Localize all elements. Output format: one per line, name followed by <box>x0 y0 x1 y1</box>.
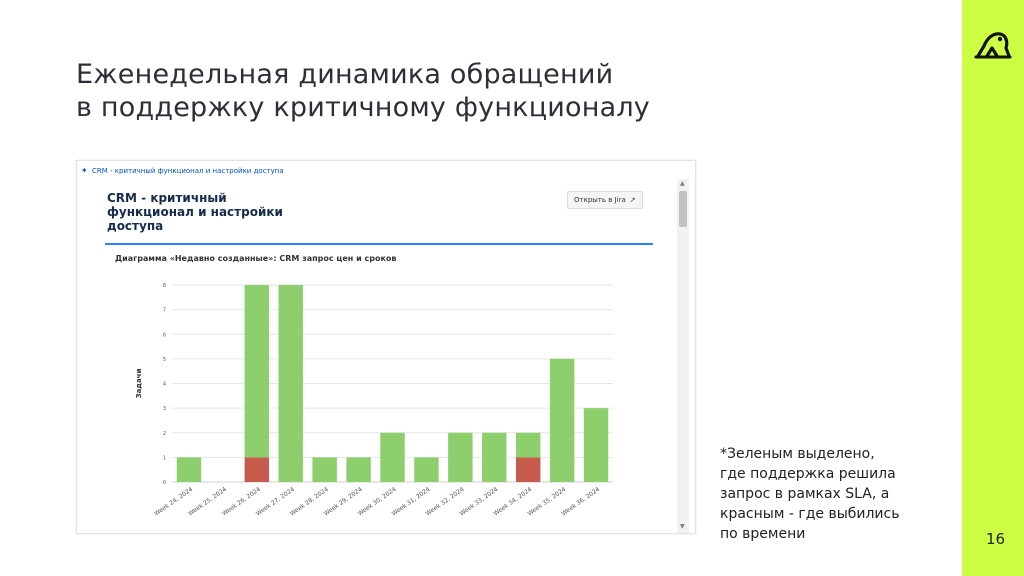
bar-segment <box>346 457 371 482</box>
y-tick-label: 2 <box>163 431 166 437</box>
bar-segment <box>549 358 575 482</box>
y-tick-label: 4 <box>163 382 166 388</box>
scroll-thumb[interactable] <box>679 191 687 227</box>
breadcrumb-text: CRM - критичный функционал и настройки д… <box>92 167 284 175</box>
jira-gadget-screenshot: ✦ CRM - критичный функционал и настройки … <box>76 160 696 534</box>
title-line-1: Еженедельная динамика обращений <box>76 59 614 90</box>
gadget-title-line: функционал и настройки <box>107 205 283 219</box>
bar-segment <box>244 285 270 458</box>
bar-segment <box>312 457 337 482</box>
open-in-jira-button[interactable]: Открыть в Jira ↗ <box>567 191 643 209</box>
bar-segment <box>583 408 609 482</box>
note-line: запрос в рамках SLA, а <box>720 486 890 502</box>
gadget-breadcrumb[interactable]: ✦ CRM - критичный функционал и настройки … <box>81 166 284 175</box>
chart-caption: Диаграмма «Недавно созданные»: CRM запро… <box>115 254 397 263</box>
legend-note: *Зеленым выделено, где поддержка решила … <box>720 444 955 544</box>
scroll-up-icon[interactable]: ▲ <box>680 180 685 187</box>
y-tick-label: 6 <box>163 332 166 338</box>
y-tick-label: 3 <box>163 406 166 412</box>
bar-segment <box>515 457 541 482</box>
external-link-icon: ↗ <box>629 196 636 204</box>
scrollbar[interactable]: ▲ ▼ <box>677 179 689 533</box>
note-line: красным - где выбились <box>720 506 900 522</box>
bar-segment <box>176 457 202 482</box>
scroll-down-icon[interactable]: ▼ <box>680 523 685 530</box>
open-in-jira-label: Открыть в Jira <box>574 196 626 204</box>
divider <box>105 243 653 245</box>
bar-segment <box>448 432 473 482</box>
frog-logo-icon <box>974 32 1012 59</box>
gadget-title-line: CRM - критичный <box>107 191 227 205</box>
y-axis-label: Задачи <box>135 369 143 399</box>
bar-segment <box>244 457 270 482</box>
y-tick-label: 0 <box>163 480 166 486</box>
y-tick-label: 7 <box>163 308 166 314</box>
bar-segment <box>414 457 439 482</box>
note-line: по времени <box>720 526 806 542</box>
page-title: Еженедельная динамика обращений в поддер… <box>76 58 650 124</box>
title-line-2: в поддержку критичному функционалу <box>76 92 650 123</box>
bar-segment <box>482 432 507 482</box>
bar-segment <box>380 432 405 482</box>
page-number: 16 <box>986 530 1006 548</box>
note-line: где поддержка решила <box>720 466 896 482</box>
note-line: *Зеленым выделено, <box>720 446 875 462</box>
y-tick-label: 1 <box>163 455 166 461</box>
gadget-title: CRM - критичный функционал и настройки д… <box>107 191 283 233</box>
pin-icon: ✦ <box>81 166 88 175</box>
bar-segment <box>278 285 303 482</box>
gadget-title-line: доступа <box>107 219 164 233</box>
bar-segment <box>515 432 541 458</box>
accent-band <box>962 0 1024 576</box>
y-tick-label: 5 <box>163 357 166 363</box>
y-tick-label: 8 <box>163 283 166 289</box>
